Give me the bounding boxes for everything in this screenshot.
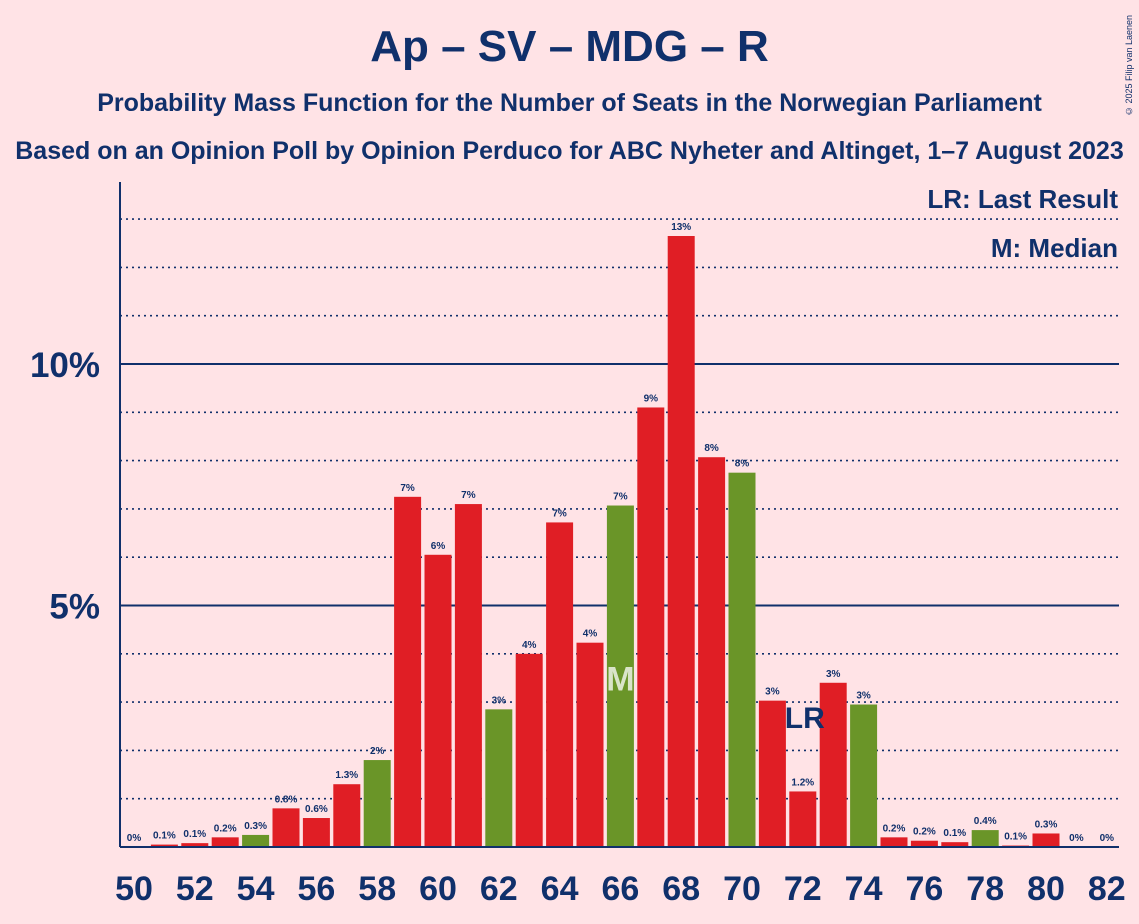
bar-seat-77 [941,842,969,847]
bar-seat-60 [424,554,452,847]
x-tick-label: 76 [905,870,943,908]
bar-seat-57 [333,784,361,847]
bar-seat-65 [576,642,604,847]
value-label-seat-82: 0% [1100,833,1115,844]
bar-seat-51 [150,844,178,847]
bar-seat-55 [272,808,300,847]
x-tick-label: 70 [723,870,761,908]
value-label-seat-59: 7% [400,483,415,494]
x-tick-label: 62 [480,870,518,908]
x-tick-label: 74 [845,870,883,908]
y-tick-label: 10% [30,346,100,385]
x-tick-label: 56 [297,870,335,908]
bar-seat-74 [850,704,878,847]
value-label-seat-79: 0.1% [1004,832,1027,843]
value-label-seat-69: 8% [704,443,719,454]
bar-seat-66 [606,505,634,847]
x-tick-label: 72 [784,870,822,908]
value-labels-group: 0% 0.1% 0.1% 0.2% 0.3% 0.8% 0.6% 1.3% 2% 7% 6% 7% 3%… [127,222,1114,844]
value-label-seat-52: 0.1% [183,829,206,840]
value-label-seat-65: 4% [583,629,598,640]
x-tick-label: 80 [1027,870,1065,908]
x-tick-label: 82 [1088,870,1126,908]
bar-seat-76 [910,840,938,847]
chart-source: Based on an Opinion Poll by Opinion Perd… [15,137,1124,165]
value-label-seat-61: 7% [461,490,476,501]
legend-median: M: Median [990,233,1118,263]
value-label-seat-53: 0.2% [214,823,237,834]
value-label-seat-75: 0.2% [883,823,906,834]
x-tick-label: 58 [358,870,396,908]
value-label-seat-80: 0.3% [1035,819,1058,830]
value-label-seat-58: 2% [370,746,385,757]
value-label-seat-54: 0.3% [244,821,267,832]
value-label-seat-63: 4% [522,640,537,651]
bar-seat-56 [302,818,330,847]
value-label-seat-74: 3% [856,691,871,702]
bar-seat-52 [181,843,209,847]
value-label-seat-71: 3% [765,687,780,698]
bar-seat-75 [880,837,908,847]
bar-seat-61 [454,504,482,847]
last-result-marker: LR [785,702,825,735]
bar-seat-67 [637,407,665,847]
bar-seat-54 [242,834,270,847]
value-label-seat-55: 0.8% [275,794,298,805]
legend-last-result: LR: Last Result [927,184,1118,214]
bar-seat-62 [485,709,513,847]
value-label-seat-81: 0% [1069,833,1084,844]
value-label-seat-73: 3% [826,669,841,680]
value-label-seat-70: 8% [735,459,750,470]
bar-seat-69 [698,457,726,847]
bar-seat-68 [667,236,695,847]
chart-subtitle: Probability Mass Function for the Number… [97,89,1042,117]
x-tick-label: 54 [237,870,275,908]
bar-seat-58 [363,760,391,847]
value-label-seat-60: 6% [431,541,446,552]
value-label-seat-64: 7% [552,508,567,519]
value-label-seat-78: 0.4% [974,816,997,827]
x-tick-label: 52 [176,870,214,908]
x-tick-label: 60 [419,870,457,908]
chart-title: Ap – SV – MDG – R [370,22,769,71]
median-marker: M [606,661,634,699]
y-tick-label: 5% [49,588,100,627]
value-label-seat-57: 1.3% [335,770,358,781]
x-tick-label: 50 [115,870,153,908]
value-label-seat-62: 3% [492,695,507,706]
bar-seat-71 [758,700,786,847]
bar-seat-53 [211,837,239,847]
bar-seat-73 [819,682,847,847]
x-tick-label: 68 [662,870,700,908]
bar-seat-72 [789,791,817,847]
value-label-seat-66: 7% [613,492,628,503]
value-label-seat-76: 0.2% [913,827,936,838]
value-label-seat-50: 0% [127,833,142,844]
axes-group: 5% 10% 50 52 54 56 58 60 62 64 66 68 70 72 74 76 78 80 82 [30,182,1126,908]
value-label-seat-77: 0.1% [943,828,966,839]
value-label-seat-51: 0.1% [153,831,176,842]
bar-seat-80 [1032,833,1060,847]
bars-group [150,236,1060,847]
x-tick-label: 66 [601,870,639,908]
bar-seat-64 [546,522,574,847]
x-tick-label: 78 [966,870,1004,908]
value-label-seat-72: 1.2% [791,777,814,788]
value-label-seat-68: 13% [671,222,691,233]
value-label-seat-56: 0.6% [305,804,328,815]
bar-seat-70 [728,472,756,847]
bar-seat-78 [971,830,999,847]
value-label-seat-67: 9% [644,393,659,404]
x-tick-label: 64 [541,870,579,908]
bar-seat-63 [515,653,543,847]
bar-seat-59 [394,496,422,847]
